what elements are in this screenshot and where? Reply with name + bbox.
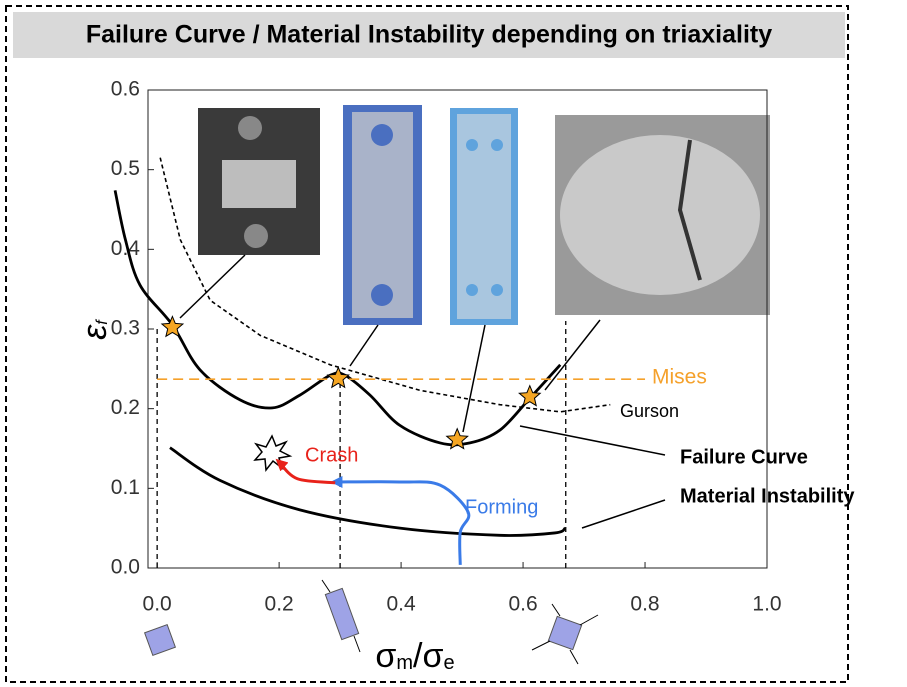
photo-detail bbox=[371, 124, 393, 146]
x-tick-label: 0.0 bbox=[143, 593, 172, 616]
explosion-icon bbox=[253, 434, 293, 472]
stress-arrow bbox=[551, 603, 561, 617]
chart-title: Failure Curve / Material Instability dep… bbox=[86, 21, 772, 49]
photos bbox=[198, 105, 770, 325]
y-axis-label: εf bbox=[76, 319, 114, 340]
leader-line bbox=[179, 254, 246, 319]
stress-icon bbox=[143, 623, 177, 657]
series-line bbox=[330, 475, 471, 565]
series-line bbox=[275, 458, 336, 485]
leader-line bbox=[462, 324, 486, 433]
y-tick-label: 0.5 bbox=[111, 157, 140, 180]
x-label-part: σ bbox=[423, 637, 444, 675]
series-label: Failure Curve bbox=[680, 446, 808, 468]
x-tick-label: 0.2 bbox=[265, 593, 294, 616]
photo-detail bbox=[352, 112, 413, 318]
series-label: Mises bbox=[652, 366, 707, 389]
y-tick-label: 0.3 bbox=[111, 317, 140, 340]
series-label: Forming bbox=[465, 496, 538, 518]
photo-leaders bbox=[179, 254, 601, 433]
leader-line bbox=[544, 319, 601, 391]
x-tick-label: 1.0 bbox=[752, 593, 781, 616]
series-label: Material Instability bbox=[680, 485, 855, 507]
label-leader bbox=[581, 499, 666, 529]
x-label-part: e bbox=[443, 652, 454, 674]
series-line bbox=[159, 157, 611, 413]
photo-detail bbox=[244, 224, 268, 248]
y-label-part: ε bbox=[76, 324, 114, 340]
photo-detail bbox=[371, 284, 393, 306]
y-tick-label: 0.6 bbox=[111, 78, 140, 101]
label-leader bbox=[519, 425, 666, 456]
stress-arrow bbox=[531, 640, 551, 651]
slide-border bbox=[5, 5, 849, 683]
photo-detail bbox=[466, 139, 478, 151]
y-label-part: f bbox=[94, 319, 111, 325]
y-tick-label: 0.0 bbox=[111, 556, 140, 579]
star-marker bbox=[518, 384, 542, 407]
x-label-part: m bbox=[396, 652, 413, 674]
photo-detail bbox=[238, 116, 262, 140]
x-axis-label: σm/σe bbox=[375, 637, 454, 675]
photo-detail bbox=[491, 284, 503, 296]
stress-icons bbox=[143, 579, 599, 665]
photo-detail bbox=[466, 284, 478, 296]
title-bar bbox=[13, 12, 845, 58]
stress-arrow bbox=[321, 579, 331, 593]
photo-detail bbox=[222, 160, 296, 208]
y-tick-label: 0.4 bbox=[111, 237, 141, 260]
stress-arrow bbox=[353, 635, 361, 653]
photo-detail bbox=[560, 135, 760, 295]
series-label: Crash bbox=[305, 444, 358, 466]
photo-detail bbox=[491, 139, 503, 151]
x-label-part: σ bbox=[375, 637, 396, 675]
stress-arrow bbox=[569, 649, 579, 665]
y-tick-label: 0.1 bbox=[111, 476, 140, 499]
leader-line bbox=[349, 324, 379, 367]
star-marker bbox=[160, 315, 185, 338]
stress-icon bbox=[324, 587, 360, 641]
series-line bbox=[169, 446, 566, 537]
photo-crack bbox=[677, 139, 702, 281]
y-tick-label: 0.2 bbox=[111, 396, 140, 419]
star-marker bbox=[326, 366, 350, 389]
stress-icon bbox=[547, 615, 583, 651]
x-tick-label: 0.4 bbox=[386, 593, 416, 616]
star-marker bbox=[445, 427, 469, 450]
stress-arrow bbox=[579, 614, 599, 626]
series-label: Gurson bbox=[620, 401, 679, 421]
x-tick-label: 0.8 bbox=[630, 593, 659, 616]
x-tick-label: 0.6 bbox=[508, 593, 537, 616]
x-label-part: / bbox=[413, 637, 423, 675]
